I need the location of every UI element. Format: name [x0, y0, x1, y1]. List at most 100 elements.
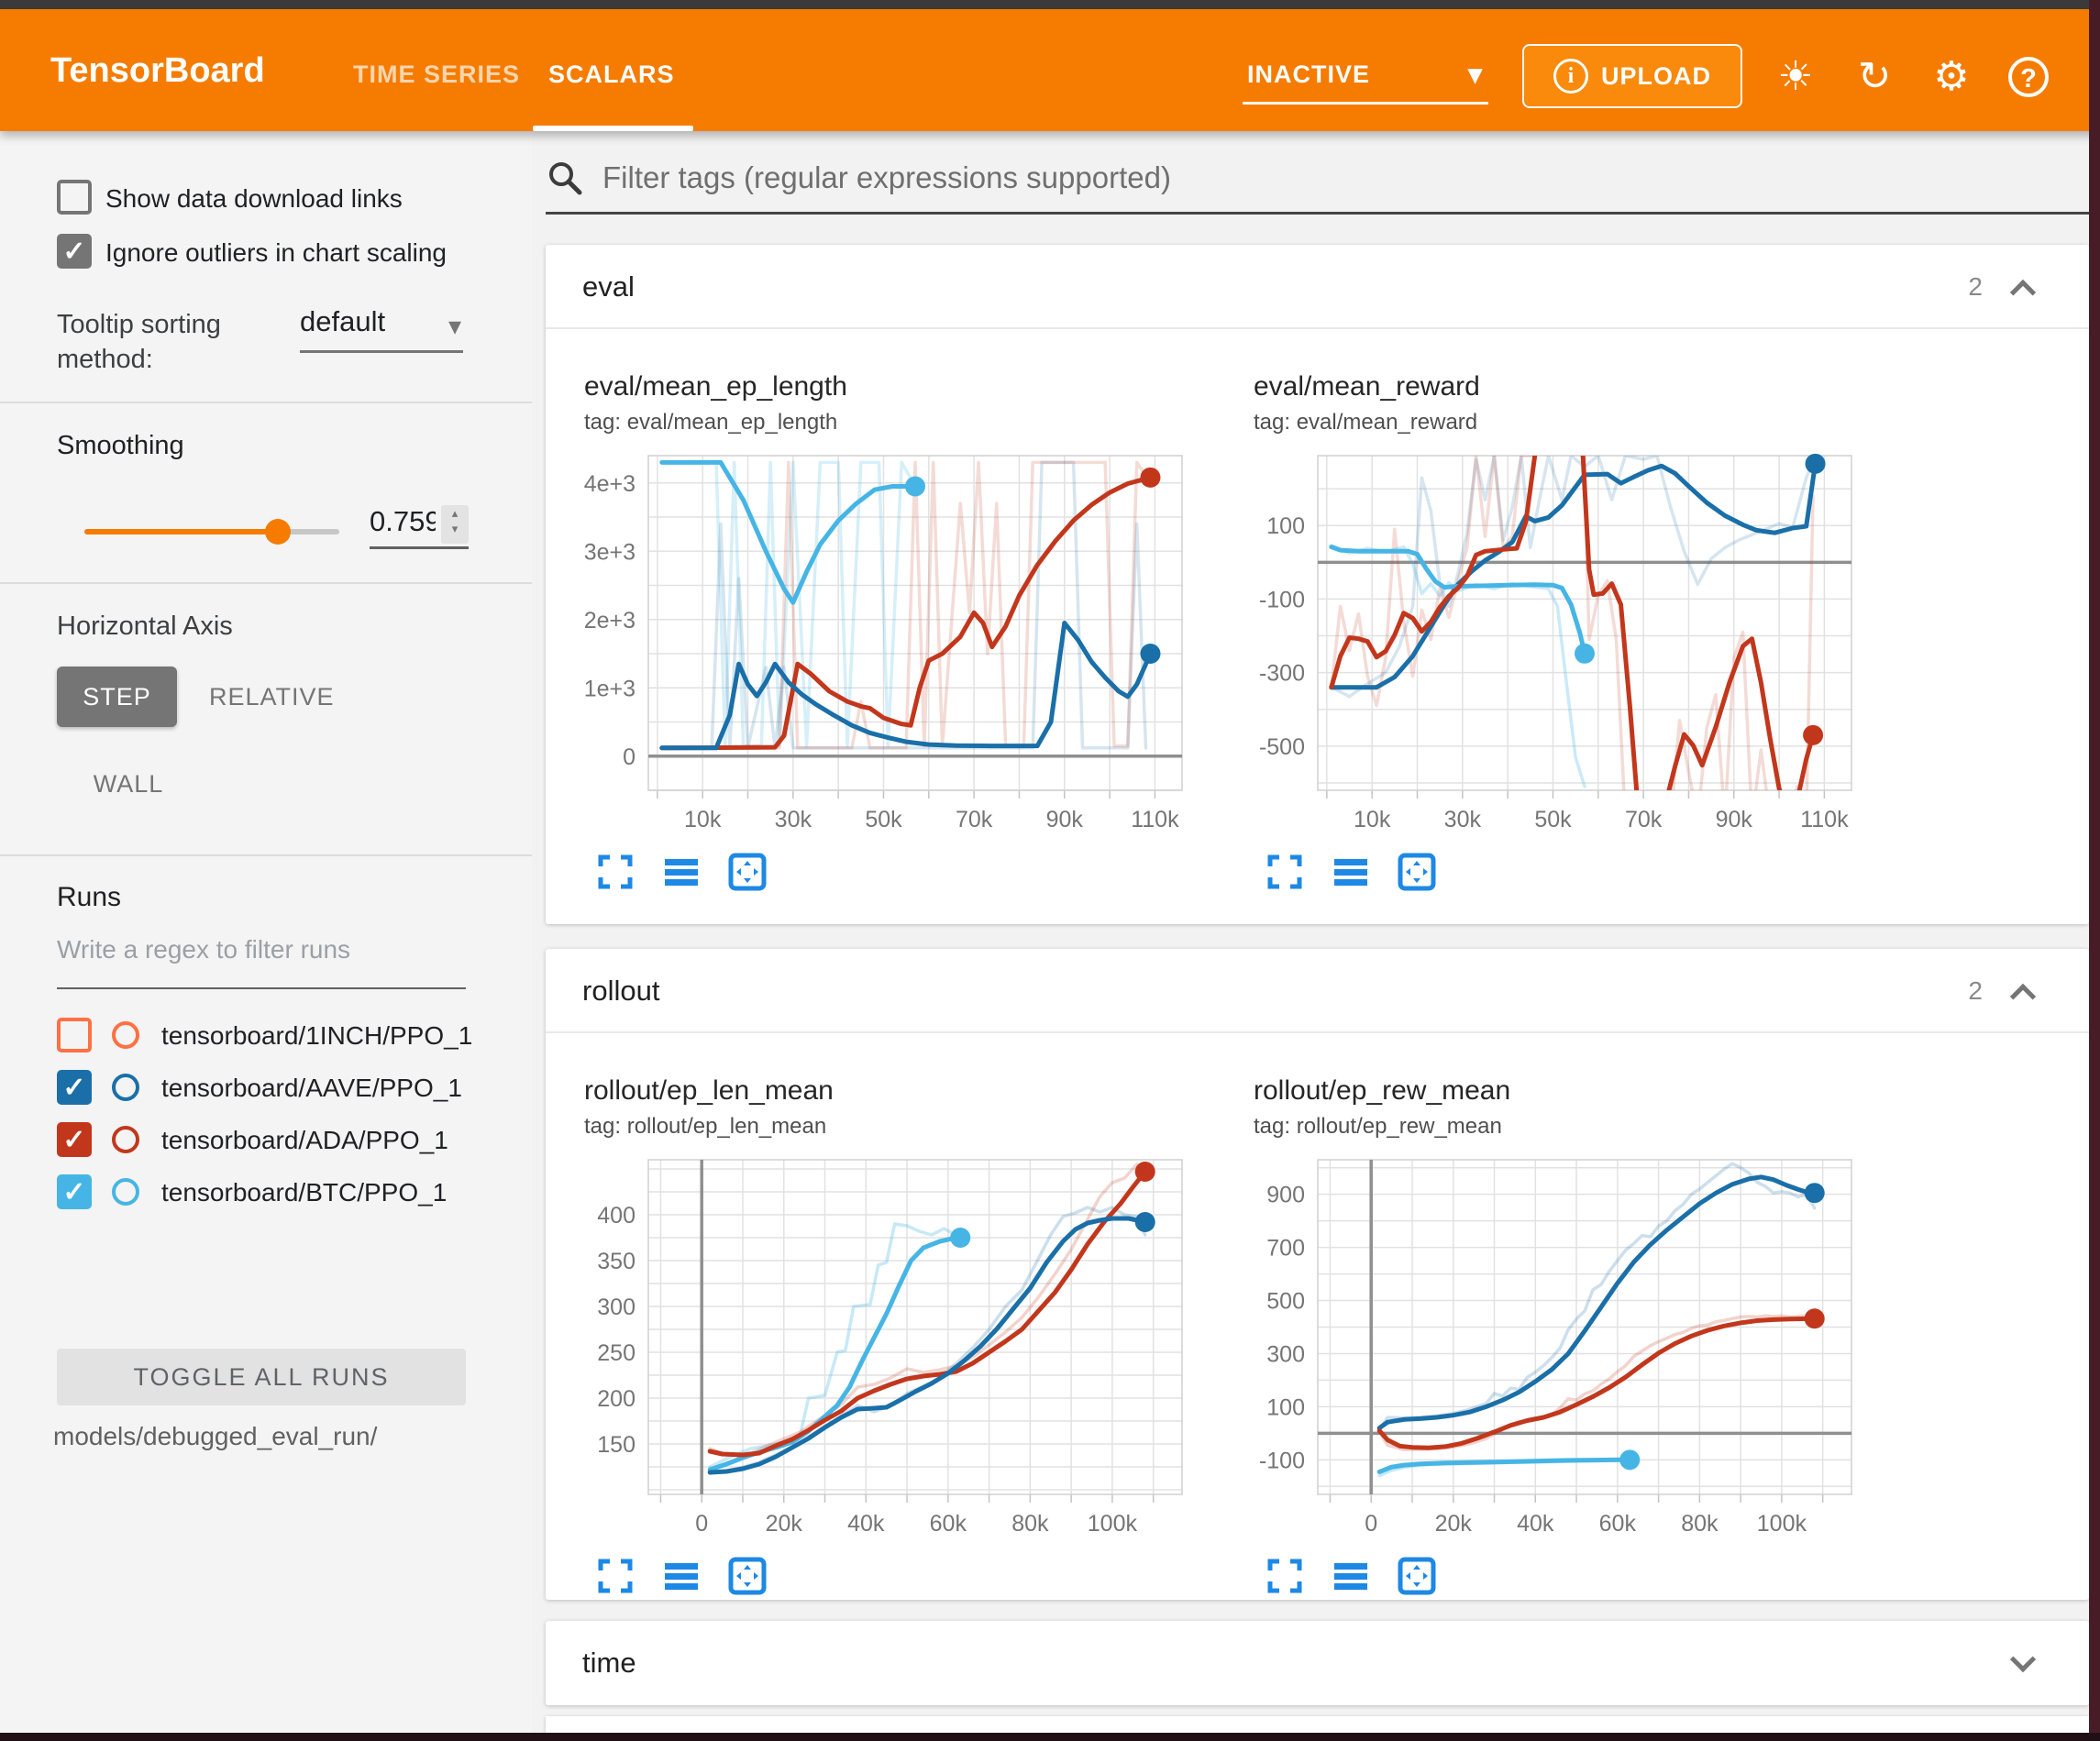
- refresh-icon[interactable]: ↻: [1857, 54, 1892, 99]
- app-title: TensorBoard: [50, 51, 265, 90]
- smoothing-value-input[interactable]: [370, 505, 436, 538]
- run-color-swatch[interactable]: [112, 1074, 139, 1101]
- ignore-outliers-checkbox[interactable]: ✓: [57, 234, 92, 269]
- section-header-rollout[interactable]: rollout 2: [546, 949, 2089, 1033]
- svg-text:70k: 70k: [1625, 807, 1663, 832]
- svg-text:0: 0: [695, 1511, 708, 1537]
- pan-zoom-icon[interactable]: [727, 1556, 768, 1596]
- svg-text:30k: 30k: [1444, 807, 1482, 832]
- svg-text:100k: 100k: [1757, 1511, 1807, 1537]
- smoothing-slider-fill: [84, 529, 278, 534]
- run-label: tensorboard/1INCH/PPO_1: [161, 1021, 473, 1050]
- status-value: INACTIVE: [1247, 61, 1371, 88]
- svg-text:250: 250: [597, 1340, 636, 1366]
- tab-scalars[interactable]: SCALARS: [548, 61, 675, 88]
- tooltip-sorting-dropdown[interactable]: default ▾: [300, 305, 463, 353]
- fullscreen-icon[interactable]: [595, 1556, 636, 1596]
- svg-text:100: 100: [1266, 513, 1305, 539]
- chart-title: rollout/ep_len_mean: [584, 1075, 834, 1106]
- svg-text:70k: 70k: [956, 807, 993, 832]
- runs-selector-icon[interactable]: [1331, 852, 1371, 892]
- upload-button[interactable]: i UPLOAD: [1522, 44, 1742, 108]
- chart-tag: tag: rollout/ep_len_mean: [584, 1114, 827, 1139]
- svg-text:110k: 110k: [1800, 807, 1849, 832]
- axis-wall-button[interactable]: WALL: [93, 770, 164, 798]
- section-card-eval: eval 2 eval/mean_ep_length tag: eval/mea…: [546, 245, 2089, 924]
- pan-zoom-icon[interactable]: [727, 852, 768, 892]
- section-count: 2: [1968, 272, 1983, 301]
- svg-text:-500: -500: [1259, 734, 1305, 760]
- chart-toolbar: [1265, 1556, 1886, 1596]
- show-download-links-checkbox[interactable]: [57, 180, 92, 215]
- status-dropdown[interactable]: INACTIVE ▾: [1243, 53, 1488, 105]
- svg-text:-100: -100: [1259, 587, 1305, 612]
- section-card-time: time: [546, 1621, 2089, 1705]
- spinner-arrows-icon[interactable]: ▴ ▾: [441, 505, 469, 544]
- brightness-icon[interactable]: ☀: [1777, 54, 1814, 99]
- tag-filter-input[interactable]: [602, 160, 2024, 195]
- run-checkbox[interactable]: ✓: [57, 1174, 92, 1209]
- window-top-edge: [0, 0, 2100, 9]
- smoothing-slider-thumb[interactable]: [265, 519, 291, 545]
- axis-step-button[interactable]: STEP: [57, 667, 177, 727]
- chevron-up-icon: [2009, 983, 2037, 1010]
- settings-gear-icon[interactable]: ⚙: [1933, 54, 1970, 99]
- svg-text:-300: -300: [1259, 661, 1305, 687]
- run-checkbox[interactable]: ✓: [57, 1070, 92, 1105]
- svg-text:10k: 10k: [1354, 807, 1391, 832]
- run-color-swatch[interactable]: [112, 1178, 139, 1206]
- chart-tag: tag: eval/mean_ep_length: [584, 410, 838, 435]
- svg-text:0: 0: [1365, 1511, 1377, 1537]
- pan-zoom-icon[interactable]: [1397, 852, 1437, 892]
- chart-card: rollout/ep_len_mean tag: rollout/ep_len_…: [584, 1075, 1217, 1596]
- smoothing-label: Smoothing: [57, 431, 184, 460]
- fullscreen-icon[interactable]: [1265, 852, 1305, 892]
- help-icon[interactable]: ?: [2008, 57, 2049, 97]
- chart-plot-rollout-ep-len-mean[interactable]: 0 20k 40k 60k 80k 100k 150 200 250 300 350 400: [584, 1152, 1217, 1547]
- fullscreen-icon[interactable]: [1265, 1556, 1305, 1596]
- runs-filter-input[interactable]: [57, 935, 460, 964]
- run-row[interactable]: tensorboard/1INCH/PPO_1: [0, 1016, 532, 1063]
- tab-time-series[interactable]: TIME SERIES: [353, 61, 521, 88]
- main-content: eval 2 eval/mean_ep_length tag: eval/mea…: [532, 131, 2089, 1733]
- toggle-all-runs-button[interactable]: TOGGLE ALL RUNS: [57, 1349, 466, 1405]
- run-row[interactable]: ✓ tensorboard/AAVE/PPO_1: [0, 1068, 532, 1116]
- section-name: time: [582, 1647, 636, 1679]
- run-color-swatch[interactable]: [112, 1021, 139, 1049]
- svg-text:4e+3: 4e+3: [584, 471, 636, 497]
- chart-toolbar: [595, 1556, 1217, 1596]
- run-label: tensorboard/BTC/PPO_1: [161, 1178, 448, 1207]
- run-label: tensorboard/AAVE/PPO_1: [161, 1074, 462, 1102]
- chart-toolbar: [595, 852, 1217, 892]
- svg-text:60k: 60k: [930, 1511, 967, 1537]
- chart-toolbar: [1265, 852, 1886, 892]
- chevron-down-icon: ▾: [1467, 60, 1483, 90]
- run-color-swatch[interactable]: [112, 1126, 139, 1153]
- runs-selector-icon[interactable]: [661, 852, 702, 892]
- runs-selector-icon[interactable]: [1331, 1556, 1371, 1596]
- fullscreen-icon[interactable]: [595, 852, 636, 892]
- chart-card: eval/mean_ep_length tag: eval/mean_ep_le…: [584, 371, 1217, 892]
- runs-selector-icon[interactable]: [661, 1556, 702, 1596]
- chart-plot-eval-mean-ep-length[interactable]: 10k 30k 50k 70k 90k 110k 0 1e+3 2e+3 3e+3 4e+3: [584, 448, 1217, 843]
- divider: [0, 582, 532, 584]
- run-row[interactable]: ✓ tensorboard/BTC/PPO_1: [0, 1173, 532, 1220]
- window-right-edge: [2089, 0, 2100, 1741]
- axis-relative-button[interactable]: RELATIVE: [209, 683, 335, 711]
- chevron-up-icon: [2009, 279, 2037, 306]
- run-checkbox[interactable]: [57, 1018, 92, 1052]
- section-count: 2: [1968, 976, 1983, 1005]
- svg-text:80k: 80k: [1011, 1511, 1049, 1537]
- chart-plot-eval-mean-reward[interactable]: 10k 30k 50k 70k 90k 110k 100 -100 -300 -500: [1254, 448, 1886, 843]
- section-header-eval[interactable]: eval 2: [546, 245, 2089, 329]
- chart-title: eval/mean_reward: [1254, 371, 1480, 402]
- run-row[interactable]: ✓ tensorboard/ADA/PPO_1: [0, 1120, 532, 1168]
- svg-text:400: 400: [597, 1203, 636, 1229]
- models-path-label: models/debugged_eval_run/: [53, 1422, 378, 1450]
- app-header: TensorBoard TIME SERIES SCALARS INACTIVE…: [0, 9, 2100, 131]
- run-checkbox[interactable]: ✓: [57, 1122, 92, 1157]
- svg-text:-100: -100: [1259, 1448, 1305, 1473]
- pan-zoom-icon[interactable]: [1397, 1556, 1437, 1596]
- section-header-time[interactable]: time: [546, 1621, 2089, 1705]
- chart-plot-rollout-ep-rew-mean[interactable]: 0 20k 40k 60k 80k 100k 900 700 500 300 100 -100: [1254, 1152, 1886, 1547]
